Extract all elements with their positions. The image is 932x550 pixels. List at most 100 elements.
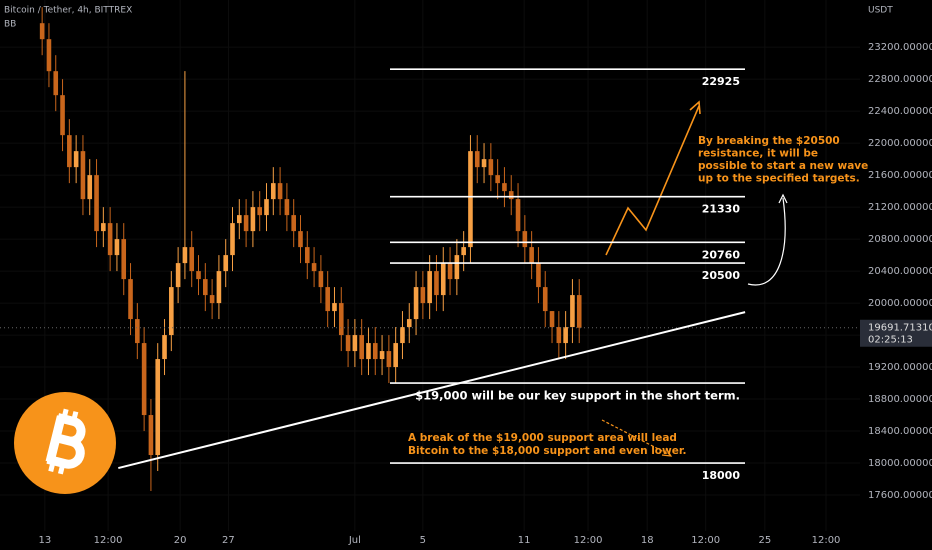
annotation-up-line: By breaking the $20500 [698,135,840,147]
candle-body [549,311,555,328]
candle-body [80,151,86,200]
y-tick-label: 19200.00000 [868,362,932,373]
candle-body [345,335,351,352]
candle-body [189,247,195,272]
candle-body [73,151,79,168]
y-tick-label: 21200.00000 [868,202,932,213]
up-arrow-head [689,100,701,115]
x-tick-label: 27 [222,535,235,546]
candle-body [121,239,127,280]
candle-body [536,263,541,288]
candle-body [454,255,460,280]
annotation-up-line: resistance, it will be [698,148,818,160]
candle-body [359,335,364,360]
candle-body [304,247,310,264]
down-arrow [601,419,671,456]
chart-title: Bitcoin / Tether, 4h, BITTREX [4,6,132,16]
candle-body [196,271,201,280]
y-tick-label: 18800.00000 [868,394,932,405]
candle-body [508,191,514,200]
y-axis-label: USDT [868,6,893,16]
candle-body [420,287,426,304]
candle-body [148,415,154,456]
candle-body [277,183,283,200]
candle-body [264,199,269,216]
candle-body [141,343,147,416]
candle-body [379,351,385,360]
candle-body [169,287,174,336]
candle-body [495,175,500,184]
last-price-box [860,319,932,347]
candle-body [529,247,534,264]
candle-body [128,279,133,320]
x-tick-label: Jul [348,535,361,546]
y-tick-label: 23200.00000 [868,42,932,53]
candle-body [502,183,507,192]
x-tick-label: 13 [39,535,52,546]
candle-body [576,295,582,328]
candle-body [440,263,446,296]
y-tick-label: 17600.00000 [868,490,932,501]
y-tick-label: 18000.00000 [868,458,932,469]
up-arrow [605,105,700,256]
candle-body [311,263,317,272]
curve-arrow-head [778,193,788,204]
x-tick-label: 20 [174,535,187,546]
candle-body [87,175,93,200]
candle-body [230,223,235,256]
candle-body [332,303,337,312]
trendline [118,311,746,470]
candle-body [393,343,398,368]
down-arrow-head [661,447,673,457]
candle-body [175,263,181,288]
candle-body [155,359,161,456]
countdown-label: 02:25:13 [868,335,913,346]
candle-body [406,319,412,328]
candle-body [237,215,242,224]
x-tick-label: 12:00 [94,535,123,546]
plot-area [0,0,860,531]
candle-body [60,95,65,136]
y-tick-label: 22400.00000 [868,106,932,117]
annotation-down-line: Bitcoin to the $18,000 support and even … [408,445,687,457]
candle-body [39,23,45,40]
candle-body [570,295,575,328]
logo-b-bars [48,408,79,475]
candle-body [413,287,419,320]
y-tick-label: 22000.00000 [868,138,932,149]
candle-body [243,215,249,232]
x-tick-label: 5 [420,535,426,546]
candle-body [67,135,72,168]
candle-body [270,183,276,200]
candle-body [257,207,262,216]
candle-body [366,343,371,360]
x-tick-label: 12:00 [812,535,841,546]
level-label: 20760 [702,248,741,261]
candle-body [434,271,439,296]
candle-body [46,39,52,72]
candle-body [556,327,562,344]
candle-body [318,271,324,288]
candle-body [298,231,303,248]
annotation-up-line: possible to start a new wave [698,160,868,172]
candle-body [182,247,188,264]
x-tick-label: 18 [641,535,654,546]
candle-body [209,295,215,304]
candle-body [481,159,487,168]
curve-arrow [747,197,786,286]
level-label: 22925 [702,75,740,88]
support-text: $19,000 will be our key support in the s… [415,389,740,403]
y-tick-label: 20800.00000 [868,234,932,245]
candle-body [250,207,256,232]
y-tick-label: 21600.00000 [868,170,932,181]
candle-body [216,271,222,304]
candle-body [515,199,521,232]
candle-body [386,351,392,368]
level-label: 20500 [702,269,741,282]
y-tick-label: 20000.00000 [868,298,932,309]
candle-body [522,231,528,248]
x-tick-label: 12:00 [691,535,720,546]
candle-body [352,335,358,352]
candle-body [291,215,296,232]
